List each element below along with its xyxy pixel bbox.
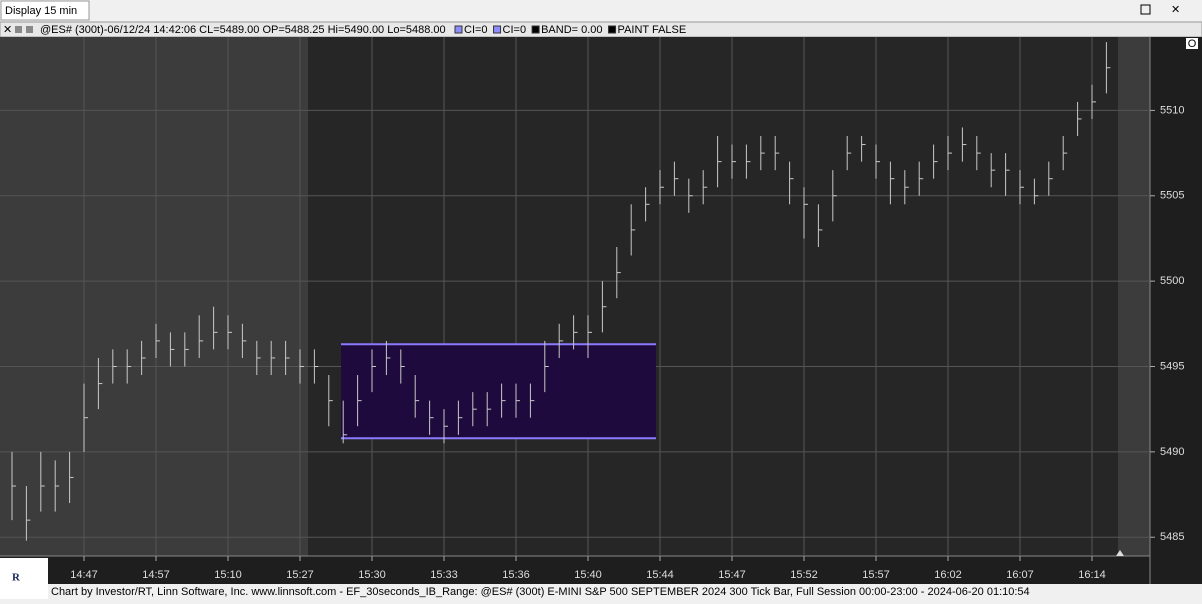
plot-bg-left	[0, 37, 308, 556]
axis-button[interactable]	[1186, 38, 1198, 49]
y-tick-label: 5500	[1160, 275, 1184, 287]
title-bar	[0, 0, 1202, 22]
x-tick-label: 16:14	[1078, 569, 1106, 581]
y-tick-label: 5490	[1160, 446, 1184, 458]
window-title: Display 15 min	[5, 5, 77, 17]
x-tick-label: 15:33	[430, 569, 458, 581]
x-tick-label: 15:44	[646, 569, 674, 581]
y-tick-label: 5485	[1160, 531, 1184, 543]
last-bar-marker	[1116, 550, 1124, 556]
axis-button-label: O	[1188, 38, 1197, 50]
header-close[interactable]: ✕	[3, 24, 12, 36]
y-tick-label: 5495	[1160, 360, 1184, 372]
x-tick-label: 15:40	[574, 569, 602, 581]
header-icon	[15, 26, 22, 33]
legend-label: CI=0	[464, 24, 488, 36]
footer-bar	[48, 584, 1202, 599]
x-tick-label: 15:27	[286, 569, 314, 581]
range-band	[341, 344, 656, 439]
x-tick-label: 14:47	[70, 569, 98, 581]
plot-bg-right	[1118, 37, 1150, 556]
logo: R	[0, 558, 48, 599]
y-tick-label: 5505	[1160, 190, 1184, 202]
x-tick-label: 15:30	[358, 569, 386, 581]
y-tick-label: 5510	[1160, 104, 1184, 116]
legend-swatch	[454, 25, 463, 34]
x-tick-label: 15:47	[718, 569, 746, 581]
footer-text: Chart by Investor/RT, Linn Software, Inc…	[51, 586, 1030, 598]
y-axis-panel	[1150, 37, 1202, 584]
x-tick-label: 15:10	[214, 569, 242, 581]
legend-swatch	[531, 25, 540, 34]
x-tick-label: 15:52	[790, 569, 818, 581]
legend-label: CI=0	[503, 24, 527, 36]
legend-swatch	[493, 25, 502, 34]
legend-swatch	[608, 25, 617, 34]
close-button[interactable]: ✕	[1171, 4, 1180, 16]
title-box[interactable]	[0, 0, 90, 21]
plot-bg-session	[308, 37, 1118, 556]
restore-button[interactable]	[1140, 4, 1151, 15]
x-tick-label: 15:36	[502, 569, 530, 581]
legend-label: BAND= 0.00	[541, 24, 602, 36]
x-tick-label: 14:57	[142, 569, 170, 581]
x-tick-label: 15:57	[862, 569, 890, 581]
header-quote: @ES# (300t)-06/12/24 14:42:06 CL=5489.00…	[40, 24, 446, 36]
x-tick-label: 16:07	[1006, 569, 1034, 581]
x-tick-label: 16:02	[934, 569, 962, 581]
header-icon	[26, 26, 33, 33]
svg-text:R: R	[12, 572, 21, 584]
legend-label: PAINT FALSE	[618, 24, 687, 36]
x-axis-panel	[0, 556, 1150, 584]
